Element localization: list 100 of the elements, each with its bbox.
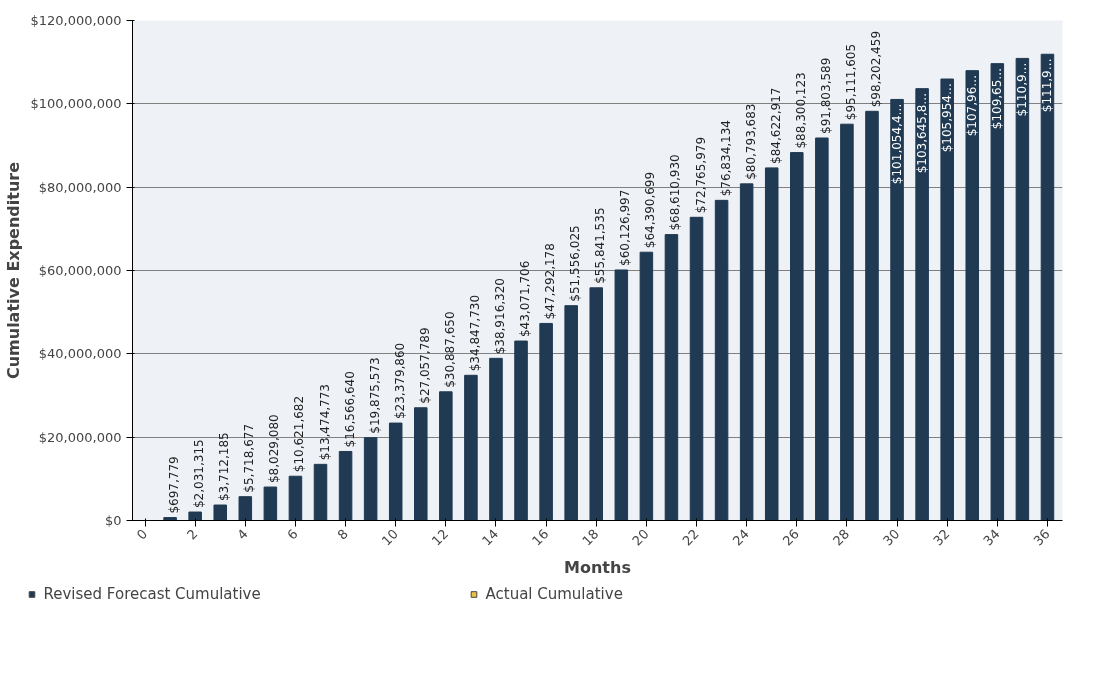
bar — [589, 287, 604, 521]
data-label: $23,379,860 — [392, 342, 407, 420]
bar — [414, 407, 428, 521]
bar — [739, 183, 754, 521]
bar — [940, 78, 954, 521]
data-label: $98,202,459 — [868, 30, 883, 108]
x-axis-title: Months — [564, 557, 631, 577]
y-tick-label: $100,000,000 — [30, 96, 122, 112]
legend-label: Revised Forecast Cumulative — [43, 585, 262, 603]
data-label: $19,875,573 — [367, 357, 382, 434]
bar — [614, 269, 629, 521]
data-label: $84,622,917 — [768, 87, 783, 164]
data-label: $697,779 — [167, 456, 182, 514]
data-label: $76,834,134 — [718, 120, 733, 197]
x-tick-label: 8 — [334, 526, 351, 543]
y-tick-label: $20,000,000 — [38, 429, 122, 445]
bar — [564, 305, 578, 521]
data-label: $111,9… — [1040, 58, 1055, 113]
data-label: $27,057,789 — [417, 327, 432, 404]
bar — [865, 110, 879, 521]
legend-label: Actual Cumulative — [485, 585, 624, 603]
x-tick-label: 0 — [133, 526, 151, 543]
bar — [890, 98, 904, 521]
x-tick-label: 10 — [378, 526, 402, 549]
y-tick-label: $40,000,000 — [38, 346, 122, 362]
bar — [815, 137, 829, 521]
data-label: $80,793,683 — [743, 103, 758, 180]
data-label: $107,96… — [965, 74, 980, 137]
data-label: $47,292,178 — [543, 243, 558, 320]
data-label: $43,071,706 — [518, 260, 533, 338]
data-label: $2,031,315 — [192, 439, 207, 509]
x-tick-label: 28 — [829, 526, 853, 549]
data-label: $13,474,773 — [317, 384, 332, 461]
bar — [764, 167, 779, 521]
bar — [213, 504, 227, 521]
data-label: $55,841,535 — [593, 207, 608, 284]
bar — [965, 70, 980, 521]
data-label: $110,9… — [1015, 62, 1030, 117]
y-tick-label: $0 — [104, 513, 122, 528]
y-tick-label: $120,000,000 — [30, 13, 122, 28]
x-tick-label: 14 — [478, 526, 502, 549]
x-tick-label: 22 — [679, 526, 702, 549]
bar — [188, 511, 202, 521]
bar — [514, 340, 528, 521]
data-label: $60,126,997 — [618, 189, 633, 266]
bar — [689, 216, 704, 521]
data-label: $68,610,930 — [668, 154, 683, 231]
x-tick-label: 30 — [880, 526, 903, 549]
bar — [489, 357, 503, 521]
bar — [639, 251, 654, 521]
bar — [439, 391, 453, 521]
x-tick-label: 6 — [284, 526, 301, 543]
x-tick-label: 24 — [729, 526, 752, 549]
bar — [388, 422, 403, 521]
bar — [1040, 53, 1055, 521]
x-tick-label: 2 — [184, 526, 201, 543]
bar — [238, 496, 253, 521]
bar — [464, 374, 478, 521]
x-tick-label: 32 — [930, 526, 953, 549]
x-tick-label: 34 — [980, 526, 1003, 549]
data-label: $16,566,640 — [342, 371, 357, 448]
data-label: $8,029,080 — [267, 414, 282, 484]
data-label: $103,645,8… — [915, 92, 930, 174]
bar — [915, 88, 929, 521]
x-tick-label: 20 — [629, 526, 652, 549]
x-tick-label: 12 — [428, 526, 452, 549]
bar — [790, 152, 804, 521]
bar — [664, 234, 679, 521]
bar — [990, 63, 1005, 521]
data-label: $30,887,650 — [442, 311, 457, 388]
data-label: $101,054,4… — [890, 103, 905, 185]
x-tick-label: 36 — [1030, 526, 1053, 549]
y-axis-title: Cumulative Expenditure — [3, 161, 23, 380]
data-label: $5,718,677 — [242, 423, 257, 493]
bar — [313, 463, 328, 521]
data-label: $64,390,699 — [643, 171, 658, 249]
data-label: $105,954… — [940, 83, 955, 153]
data-label: $88,300,123 — [793, 72, 808, 149]
data-label: $51,556,025 — [568, 225, 583, 302]
bar — [714, 199, 729, 521]
data-label: $109,65… — [990, 67, 1005, 130]
y-tick-label: $80,000,000 — [38, 179, 122, 195]
data-label: $34,847,730 — [467, 294, 482, 372]
bar — [363, 437, 378, 521]
bar — [163, 517, 177, 521]
data-label: $95,111,605 — [843, 43, 858, 121]
bar — [539, 322, 553, 521]
bar — [1015, 57, 1030, 521]
x-tick-label: 4 — [234, 526, 251, 543]
data-label: $91,803,589 — [818, 57, 833, 134]
data-label: $3,712,185 — [217, 432, 232, 502]
y-tick-label: $60,000,000 — [38, 263, 122, 278]
bar — [263, 486, 278, 521]
data-label: $72,765,979 — [693, 136, 708, 214]
bar — [338, 450, 353, 521]
data-label: $10,621,682 — [292, 395, 307, 473]
data-label: $38,916,320 — [492, 278, 507, 355]
bar — [840, 123, 854, 521]
x-tick-label: 18 — [579, 526, 602, 549]
x-tick-label: 16 — [529, 526, 552, 549]
